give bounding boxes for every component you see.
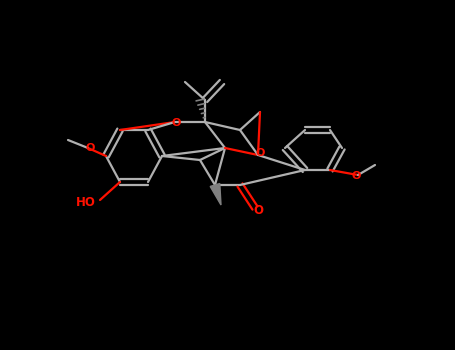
Polygon shape	[210, 183, 221, 205]
Text: O: O	[86, 143, 95, 153]
Text: O: O	[172, 118, 181, 128]
Text: HO: HO	[76, 196, 96, 210]
Text: O: O	[255, 148, 265, 158]
Text: O: O	[351, 171, 361, 181]
Text: O: O	[253, 204, 263, 217]
